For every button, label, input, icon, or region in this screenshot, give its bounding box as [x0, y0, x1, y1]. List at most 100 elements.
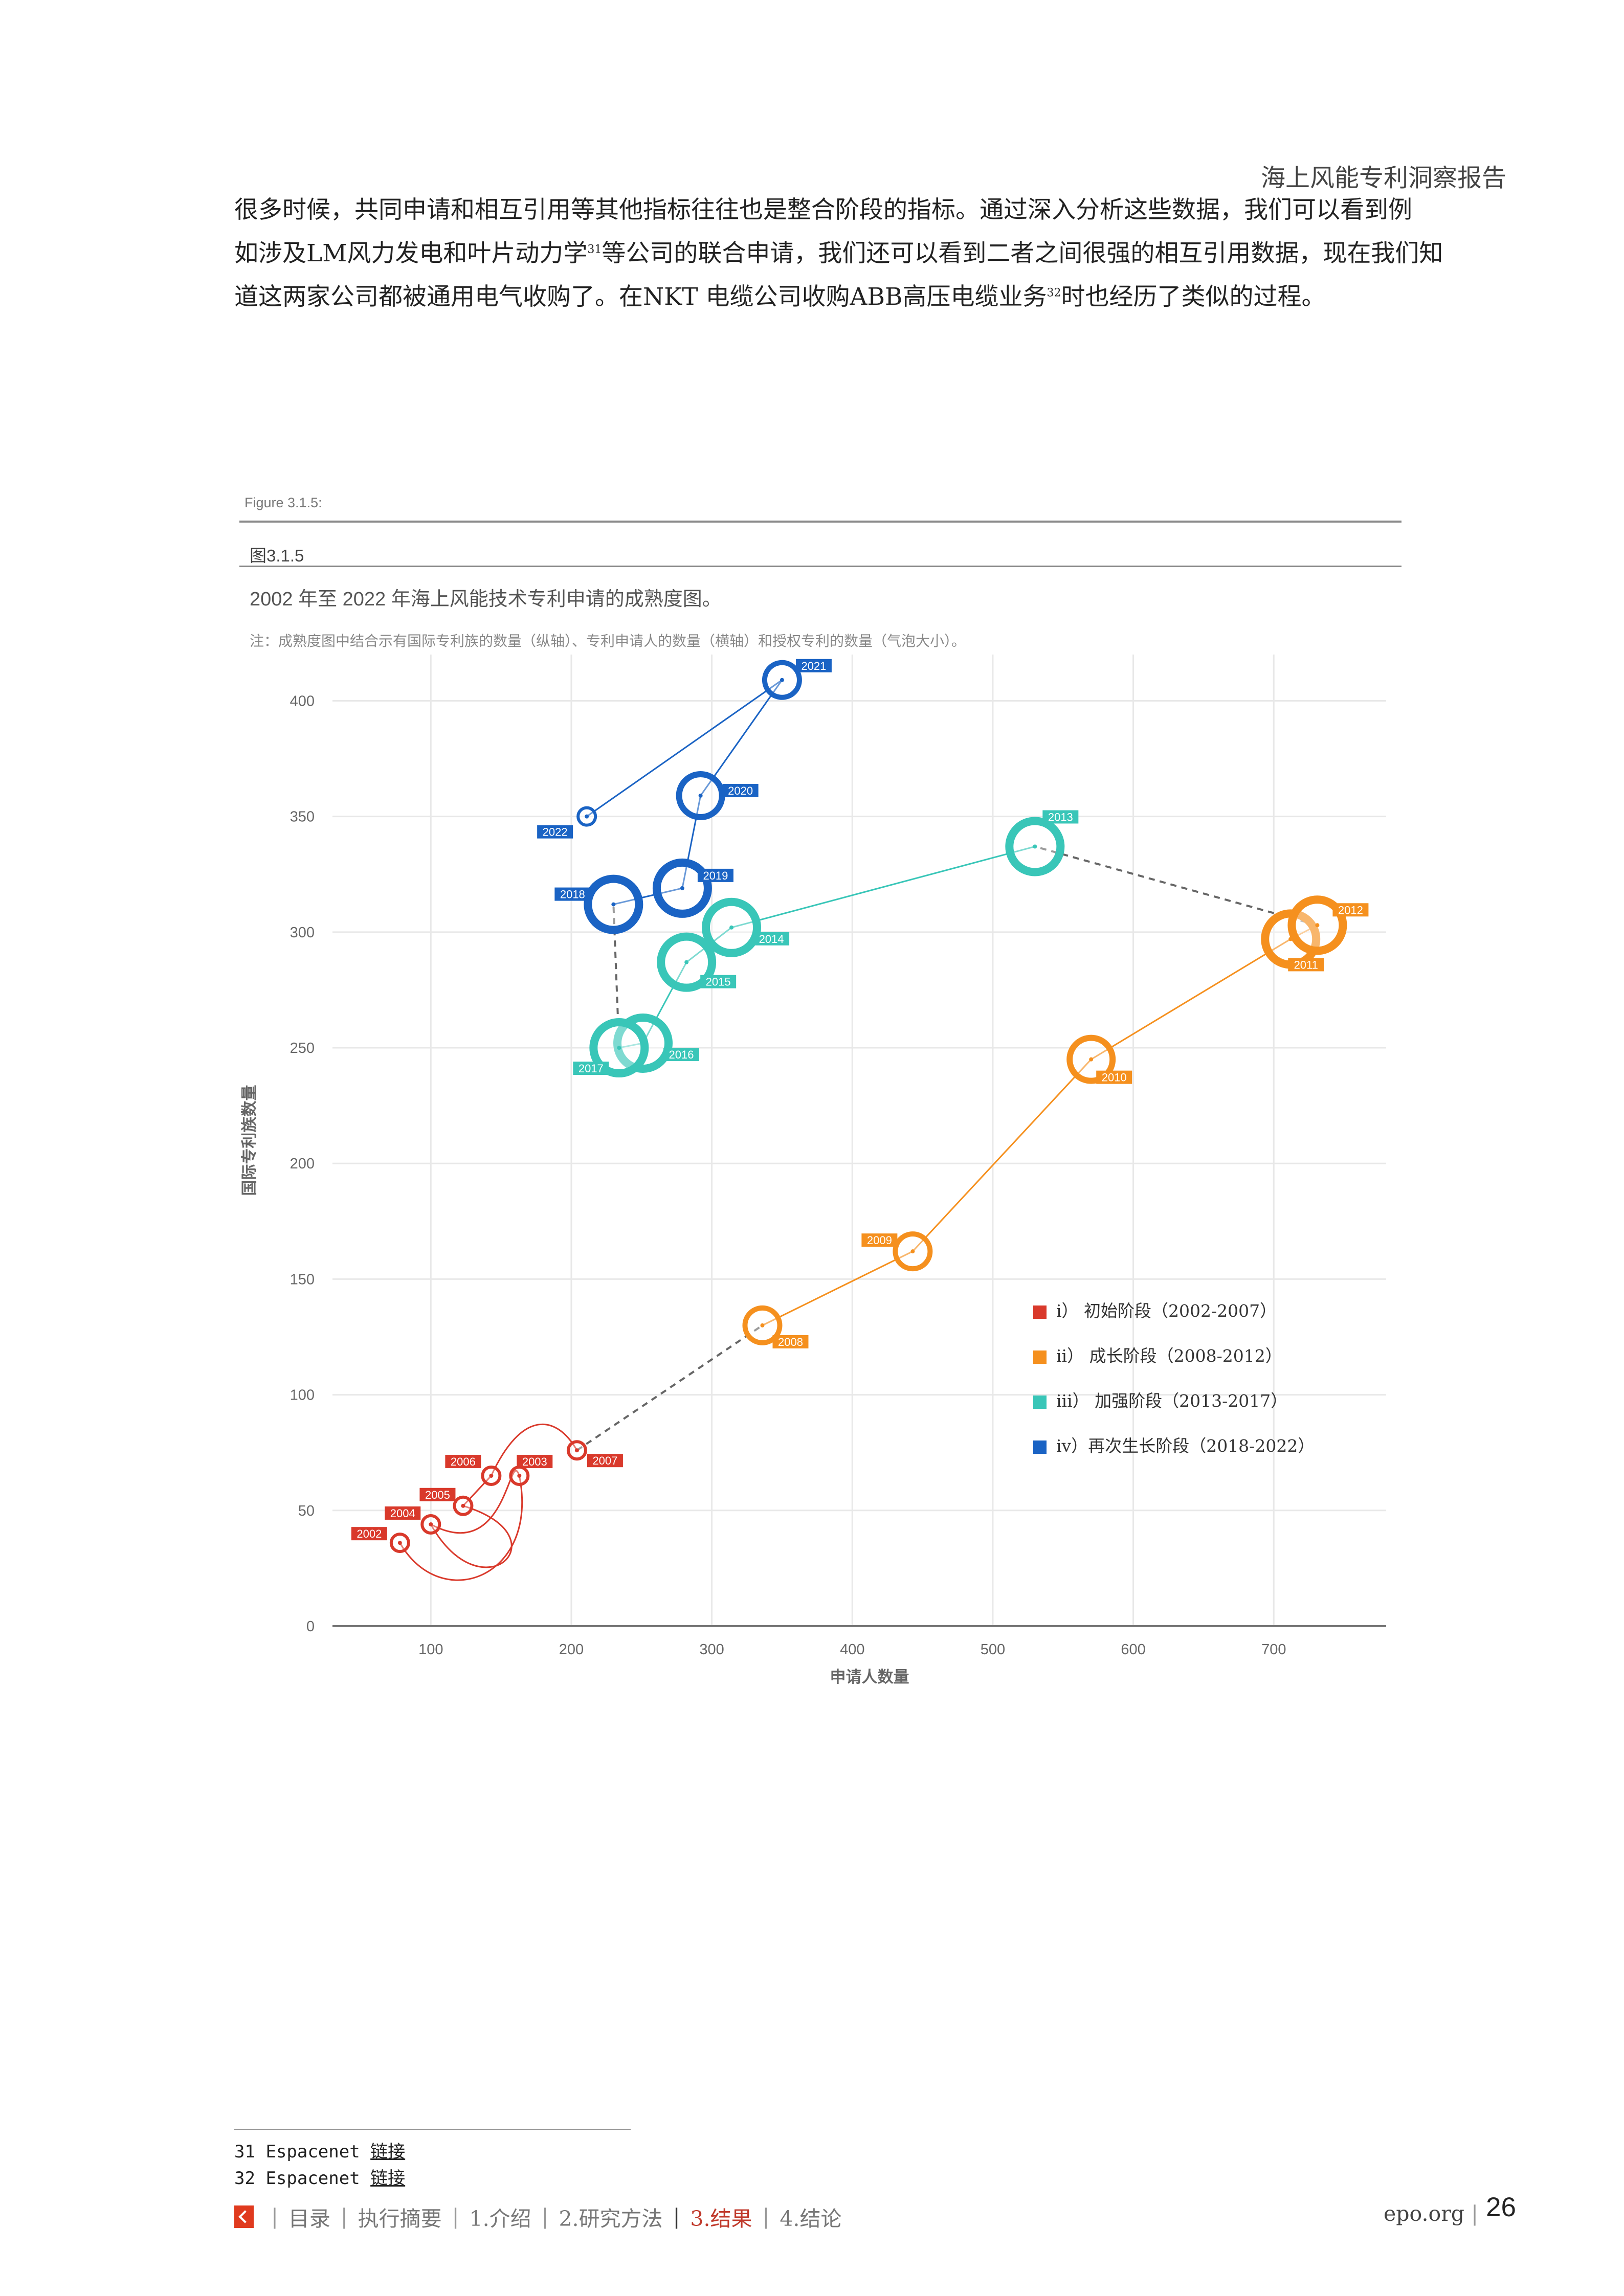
nav-item-toc[interactable]: 目录 [288, 2207, 330, 2231]
year-tag-2009 [861, 1233, 898, 1247]
year-label-2011: 2011 [1294, 958, 1318, 971]
year-label-2019: 2019 [703, 869, 728, 882]
figure-note: 注：成熟度图中结合示有国际专利族的数量（纵轴）、专利申请人的数量（横轴）和授权专… [250, 633, 966, 649]
y-tick-label: 50 [298, 1503, 315, 1519]
site-link-text[interactable]: epo.org [1384, 2201, 1465, 2226]
year-tag-2012 [1332, 903, 1369, 917]
legend-swatch-3 [1033, 1395, 1047, 1409]
footnote-divider [234, 2129, 631, 2130]
year-label-2006: 2006 [451, 1455, 476, 1468]
chart-bubbles [389, 660, 1347, 1554]
figure-label: Figure 3.1.5: [244, 495, 322, 510]
nav-item-results[interactable]: 3.结果 [690, 2207, 752, 2231]
year-tag-2022 [537, 825, 573, 839]
nav-item-method[interactable]: 2.研究方法 [559, 2207, 663, 2231]
y-axis-title: 国际专利族数量 [240, 1085, 259, 1196]
year-tag-2003 [517, 1454, 553, 1468]
connector-2018-2019 [613, 887, 683, 906]
connector-2013-2014 [731, 846, 1035, 929]
bubble-dot-2020 [698, 793, 703, 798]
body-line-3b: 时也经历了类似的过程。 [1061, 283, 1326, 311]
maturity-chart: 100 200 300 400 500 600 700 0 50 100 150 200 250 300 3… [240, 655, 1386, 1686]
year-tag-2010 [1096, 1070, 1132, 1084]
figure-title: 2002 年至 2022 年海上风能技术专利申请的成熟度图。 [250, 589, 722, 610]
body-paragraph: 很多时候，共同申请和相互引用等其他指标往往也是整合阶段的指标。通过深入分析这些数… [234, 188, 1472, 319]
figure-rule-middle [239, 566, 1401, 567]
connector-2016-2017 [619, 1042, 643, 1049]
connector-2021-2022 [586, 679, 783, 817]
connector-2003-2004 [430, 1470, 520, 1534]
y-tick-label: 100 [290, 1387, 315, 1404]
bubble-dot-2017 [617, 1046, 621, 1050]
bubble-dot-2022 [585, 814, 589, 819]
nav-item-intro[interactable]: 1.介绍 [469, 2207, 531, 2231]
legend-swatch-2 [1033, 1350, 1047, 1364]
year-label-2015: 2015 [706, 976, 731, 988]
connector-2005-2006 [462, 1475, 492, 1506]
x-tick-label: 600 [1121, 1641, 1145, 1658]
year-tag-2021 [795, 659, 832, 672]
connector-2006-2007 [491, 1423, 578, 1476]
nav-item-conclusion[interactable]: 4.结论 [780, 2207, 842, 2231]
year-tag-2011 [1288, 958, 1324, 972]
footnote-ref-31[interactable]: 31 [587, 243, 602, 256]
year-tag-2005 [419, 1488, 456, 1501]
footnote-number: 32 [234, 2168, 255, 2189]
x-axis-title: 申请人数量 [830, 1668, 909, 1686]
footnote-32: 32 Espacenet 链接 [234, 2164, 405, 2189]
footnote-ref-32[interactable]: 32 [1047, 286, 1061, 300]
year-label-2017: 2017 [579, 1062, 604, 1075]
footnote-source: Espacenet [265, 2168, 360, 2189]
x-tick-label: 500 [981, 1641, 1005, 1658]
connector-2012-2013 [1034, 845, 1318, 927]
year-label-2013: 2013 [1048, 811, 1073, 823]
bubble-dot-2014 [729, 925, 734, 930]
year-tag-2002 [351, 1527, 387, 1541]
year-label-2008: 2008 [778, 1336, 803, 1348]
bubble-dot-2009 [910, 1249, 915, 1254]
bubble-dot-2007 [574, 1448, 579, 1453]
figure-rule-top [239, 521, 1401, 523]
site-link[interactable]: epo.org | [1384, 2201, 1478, 2226]
chart-axes: 100 200 300 400 500 600 700 0 50 100 150 200 250 300 3… [240, 693, 1386, 1686]
year-tag-2014 [753, 932, 790, 946]
y-tick-label: 350 [290, 809, 315, 825]
bubble-dot-2012 [1315, 923, 1320, 928]
bubble-dot-2013 [1033, 844, 1037, 849]
bubble-dot-2004 [429, 1522, 433, 1526]
x-tick-label: 700 [1261, 1641, 1286, 1658]
bottom-navigation: | 目录 | 执行摘要 | 1.介绍 | 2.研究方法 | 3.结果 | 4.结… [234, 2201, 841, 2232]
bubble-dot-2002 [397, 1541, 402, 1545]
year-tag-2008 [772, 1335, 809, 1348]
x-tick-label: 300 [699, 1641, 724, 1658]
legend-swatch-4 [1033, 1440, 1047, 1454]
report-title: 海上风能专利洞察报告 [1260, 164, 1506, 192]
body-line-2a: 如涉及LM风力发电和叶片动力学 [234, 239, 588, 267]
connector-2015-2016 [642, 961, 687, 1044]
figure-number: 图3.1.5 [250, 546, 304, 565]
footnote-link[interactable]: 链接 [370, 2142, 406, 2162]
year-tag-2006 [445, 1454, 481, 1468]
body-line-2b: 等公司的联合申请，我们还可以看到二者之间很强的相互引用数据，现在我们知 [602, 239, 1443, 267]
bubble-dot-2019 [680, 886, 684, 890]
body-line-3a: 道这两家公司都被通用电气收购了。在NKT 电缆公司收购ABB高压电缆业务 [234, 283, 1047, 311]
y-tick-label: 150 [290, 1271, 315, 1288]
legend-label-4: iv）再次生长阶段（2018-2022） [1056, 1436, 1315, 1456]
year-tag-2007 [587, 1454, 623, 1468]
footnote-31: 31 Espacenet 链接 [234, 2137, 405, 2163]
year-label-2016: 2016 [669, 1048, 694, 1061]
year-tag-2016 [663, 1048, 700, 1061]
legend-label-3: iii） 加强阶段（2013-2017） [1056, 1391, 1287, 1411]
x-tick-label: 400 [840, 1641, 864, 1658]
bubble-dot-2015 [684, 960, 689, 964]
back-arrow-icon[interactable] [234, 2205, 254, 2228]
footnote-link[interactable]: 链接 [370, 2168, 406, 2189]
nav-item-summary[interactable]: 执行摘要 [358, 2207, 442, 2231]
year-label-2012: 2012 [1338, 904, 1363, 916]
connector-2004-2005 [430, 1505, 513, 1568]
bubble-dot-2010 [1089, 1057, 1094, 1062]
year-tag-2017 [573, 1062, 609, 1075]
year-tag-2020 [722, 783, 759, 797]
footnote-source: Espacenet [265, 2142, 360, 2162]
year-label-2022: 2022 [543, 826, 568, 839]
